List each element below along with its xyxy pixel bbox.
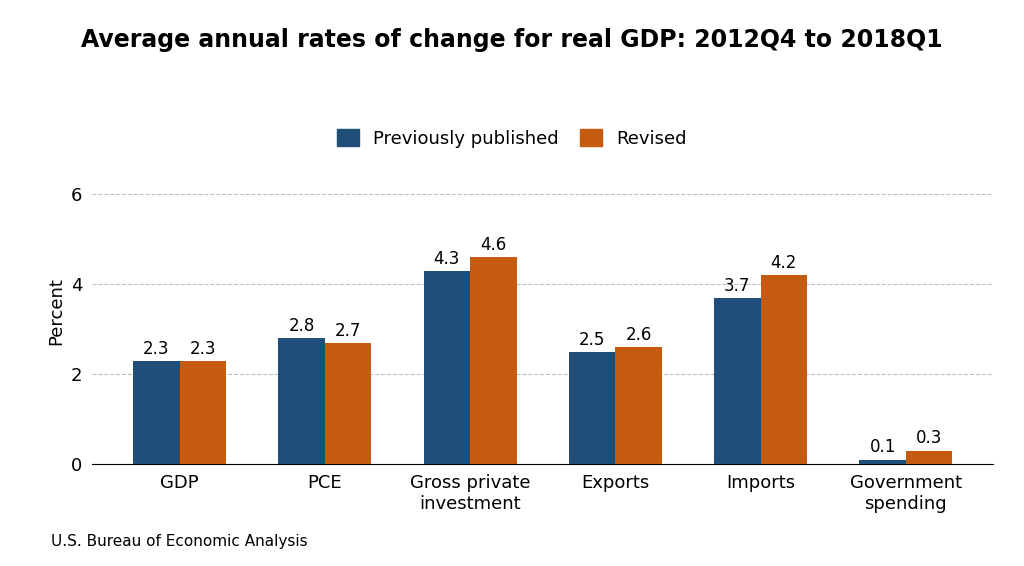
Bar xyxy=(615,348,662,464)
Bar xyxy=(906,451,952,464)
Legend: Previously published, Revised: Previously published, Revised xyxy=(330,122,694,155)
Bar xyxy=(133,361,179,464)
Text: 0.3: 0.3 xyxy=(915,430,942,448)
Text: 0.1: 0.1 xyxy=(869,439,896,456)
Text: 4.2: 4.2 xyxy=(771,254,797,272)
Text: U.S. Bureau of Economic Analysis: U.S. Bureau of Economic Analysis xyxy=(51,534,308,549)
Bar xyxy=(470,258,516,464)
Text: 2.5: 2.5 xyxy=(579,331,605,349)
Bar xyxy=(761,275,807,464)
Text: 4.6: 4.6 xyxy=(480,236,507,254)
Bar xyxy=(714,298,761,464)
Text: 2.8: 2.8 xyxy=(289,317,314,335)
Text: Average annual rates of change for real GDP: 2012Q4 to 2018Q1: Average annual rates of change for real … xyxy=(81,28,943,52)
Text: 2.3: 2.3 xyxy=(189,340,216,358)
Text: 2.6: 2.6 xyxy=(626,326,651,344)
Bar xyxy=(179,361,226,464)
Text: 3.7: 3.7 xyxy=(724,277,751,295)
Bar xyxy=(859,460,906,464)
Text: 2.7: 2.7 xyxy=(335,321,361,340)
Bar xyxy=(424,271,470,464)
Bar xyxy=(569,351,615,464)
Text: 4.3: 4.3 xyxy=(434,250,460,268)
Text: 2.3: 2.3 xyxy=(143,340,170,358)
Y-axis label: Percent: Percent xyxy=(47,277,66,345)
Bar xyxy=(325,343,372,464)
Bar xyxy=(279,338,325,464)
